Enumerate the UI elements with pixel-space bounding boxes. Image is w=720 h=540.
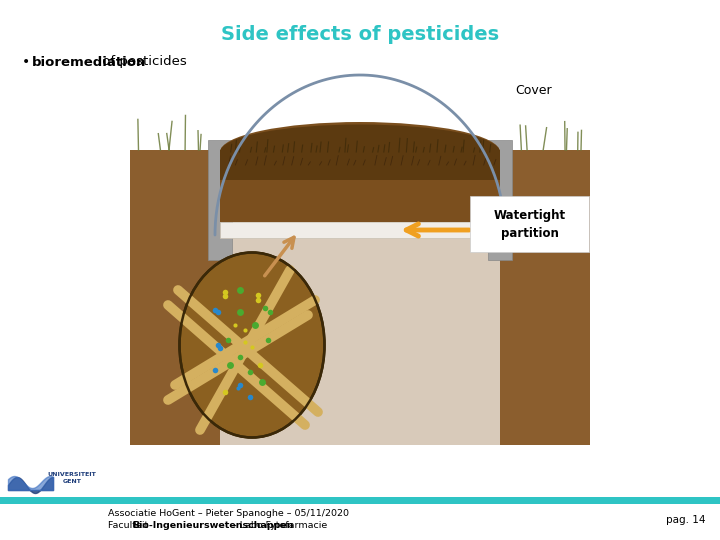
- Bar: [220, 150, 500, 180]
- Text: Side effects of pesticides: Side effects of pesticides: [221, 25, 499, 44]
- Bar: [208, 140, 232, 260]
- Ellipse shape: [220, 125, 500, 179]
- Text: – Labo Fytofarmacie: – Labo Fytofarmacie: [229, 522, 328, 530]
- Bar: [488, 140, 512, 260]
- Text: of pesticides: of pesticides: [98, 56, 186, 69]
- Text: UNIVERSITEIT
GENT: UNIVERSITEIT GENT: [48, 472, 96, 484]
- Text: •: •: [22, 55, 30, 69]
- Text: Cover: Cover: [515, 84, 552, 97]
- Bar: [5, 457, 103, 497]
- Bar: [220, 152, 500, 222]
- FancyBboxPatch shape: [470, 196, 589, 252]
- Bar: [220, 222, 500, 238]
- Ellipse shape: [179, 253, 325, 437]
- Text: bioremediation: bioremediation: [32, 56, 146, 69]
- Bar: [220, 235, 500, 445]
- Bar: [500, 150, 590, 445]
- Text: Bio-Ingenieurswetenschappen: Bio-Ingenieurswetenschappen: [132, 522, 294, 530]
- Text: Watertight
partition: Watertight partition: [494, 208, 566, 240]
- Bar: [130, 150, 220, 445]
- Bar: [0, 497, 720, 504]
- Bar: [220, 150, 500, 445]
- Text: Faculteit: Faculteit: [108, 522, 151, 530]
- Text: pag. 14: pag. 14: [665, 515, 705, 525]
- Ellipse shape: [220, 122, 500, 182]
- Text: Associatie HoGent – Pieter Spanoghe – 05/11/2020: Associatie HoGent – Pieter Spanoghe – 05…: [108, 510, 349, 518]
